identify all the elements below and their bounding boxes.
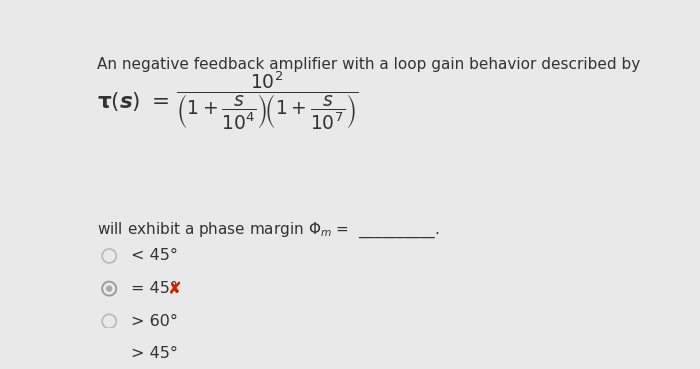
Text: will exhibit a phase margin $\Phi_m$ =  __________.: will exhibit a phase margin $\Phi_m$ = _… [97, 220, 440, 240]
Text: ✘: ✘ [168, 280, 182, 298]
Text: $\dfrac{10^2}{\left(1+\dfrac{s}{10^4}\right)\!\left(1+\dfrac{s}{10^7}\right)}$: $\dfrac{10^2}{\left(1+\dfrac{s}{10^4}\ri… [176, 70, 358, 132]
Text: > 45°: > 45° [131, 346, 178, 362]
Text: > 60°: > 60° [131, 314, 178, 329]
Ellipse shape [106, 286, 113, 292]
Text: An negative feedback amplifier with a loop gain behavior described by: An negative feedback amplifier with a lo… [97, 57, 640, 72]
Text: = 45°: = 45° [131, 281, 178, 296]
Text: < 45°: < 45° [131, 248, 178, 263]
Text: $\mathbf{\tau}(\boldsymbol{s})\ =$: $\mathbf{\tau}(\boldsymbol{s})\ =$ [97, 90, 169, 113]
